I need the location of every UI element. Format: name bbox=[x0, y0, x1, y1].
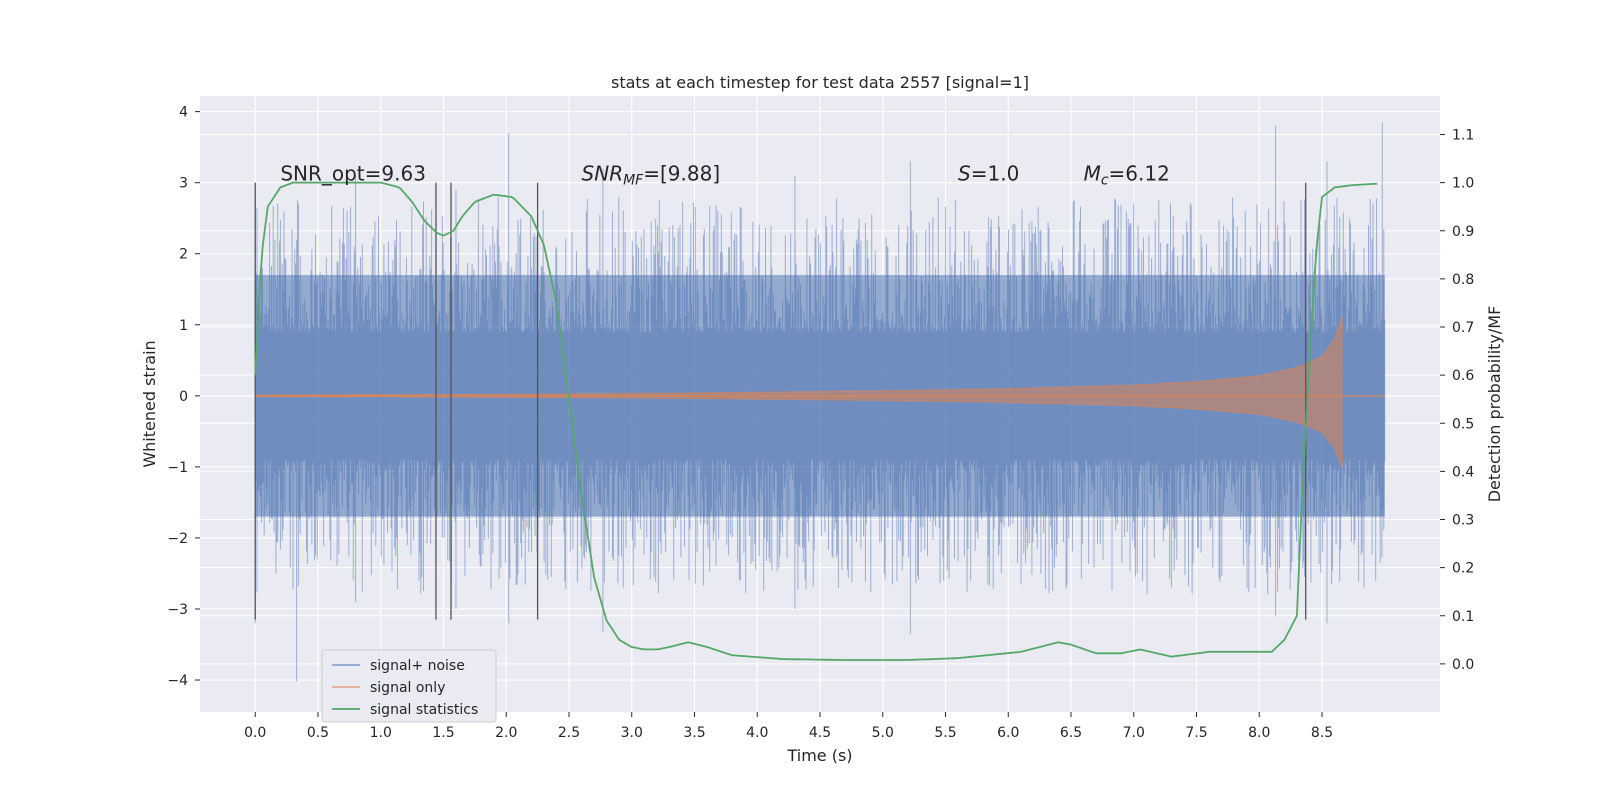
x-axis-ticks: 0.0 0.5 1.0 1.5 2.0 2.5 3.0 3.5 4.0 4.5 5.0 5.5 6.0 6… bbox=[244, 712, 1333, 741]
x-tick-label: 5.0 bbox=[872, 725, 894, 741]
y-tick-label: −3 bbox=[167, 602, 188, 618]
right-y-tick-label: 1.0 bbox=[1452, 176, 1474, 192]
x-tick-label: 6.0 bbox=[997, 725, 1019, 741]
x-tick-label: 8.5 bbox=[1311, 725, 1333, 741]
right-y-tick-label: 0.8 bbox=[1452, 272, 1474, 288]
right-y-tick-label: 0.5 bbox=[1452, 416, 1474, 432]
y-tick-label: 2 bbox=[179, 247, 188, 263]
y-tick-label: −2 bbox=[167, 531, 188, 547]
x-tick-label: 8.0 bbox=[1248, 725, 1270, 741]
x-tick-label: 1.5 bbox=[432, 725, 454, 741]
right-y-axis-ticks: 1.1 1.0 0.9 0.8 0.7 0.6 0.5 0.4 0.3 0.2 0.1 0.0 bbox=[1440, 128, 1474, 673]
right-y-tick-label: 0.2 bbox=[1452, 561, 1474, 577]
x-tick-label: 5.5 bbox=[934, 725, 956, 741]
annotation-snr-opt: SNR_opt=9.63 bbox=[280, 162, 426, 186]
right-y-tick-label: 0.9 bbox=[1452, 224, 1474, 240]
right-y-tick-label: 0.1 bbox=[1452, 609, 1474, 625]
series-signal-only bbox=[254, 317, 1385, 468]
x-axis-label: Time (s) bbox=[786, 746, 852, 765]
right-y-tick-label: 0.7 bbox=[1452, 320, 1474, 336]
y-axis-ticks: 4 3 2 1 0 −1 −2 −3 −4 bbox=[167, 105, 200, 689]
y-tick-label: −1 bbox=[167, 460, 188, 476]
x-tick-label: 7.0 bbox=[1123, 725, 1145, 741]
legend-label: signal statistics bbox=[370, 702, 478, 718]
x-tick-label: 6.5 bbox=[1060, 725, 1082, 741]
vertical-markers bbox=[254, 182, 1307, 620]
right-y-axis-label: Detection probability/MF bbox=[1485, 306, 1504, 503]
right-y-tick-label: 0.3 bbox=[1452, 513, 1474, 529]
y-axis-label: Whitened strain bbox=[140, 340, 159, 467]
right-y-tick-label: 1.1 bbox=[1452, 128, 1474, 144]
x-tick-label: 0.5 bbox=[307, 725, 329, 741]
x-tick-label: 7.5 bbox=[1185, 725, 1207, 741]
series-signal-statistics bbox=[254, 181, 1378, 661]
chart-title: stats at each timestep for test data 255… bbox=[611, 73, 1029, 92]
legend: signal+ noise signal only signal statistic… bbox=[321, 649, 497, 723]
x-tick-label: 0.0 bbox=[244, 725, 266, 741]
y-tick-label: 0 bbox=[179, 389, 188, 405]
right-y-tick-label: 0.4 bbox=[1452, 464, 1474, 480]
annotations: SNR_opt=9.63 SNRMF=[9.88] S=1.0 Mc=6.12 bbox=[280, 162, 1170, 189]
legend-label: signal+ noise bbox=[370, 658, 465, 674]
y-tick-label: 4 bbox=[179, 105, 188, 121]
x-tick-label: 4.0 bbox=[746, 725, 768, 741]
legend-label: signal only bbox=[370, 680, 445, 696]
annotation-chirp-mass: Mc=6.12 bbox=[1084, 162, 1170, 189]
x-tick-label: 4.5 bbox=[809, 725, 831, 741]
y-tick-label: −4 bbox=[167, 673, 188, 689]
annotation-s-value: S=1.0 bbox=[958, 162, 1019, 186]
y-tick-label: 3 bbox=[179, 176, 188, 192]
y-tick-label: 1 bbox=[179, 318, 188, 334]
x-tick-label: 3.5 bbox=[683, 725, 705, 741]
x-tick-label: 1.0 bbox=[370, 725, 392, 741]
chirp-envelope bbox=[254, 317, 1343, 468]
right-y-tick-label: 0.6 bbox=[1452, 368, 1474, 384]
x-tick-label: 3.0 bbox=[621, 725, 643, 741]
statistics-line bbox=[254, 181, 1378, 661]
x-tick-label: 2.5 bbox=[558, 725, 580, 741]
right-y-tick-label: 0.0 bbox=[1452, 657, 1474, 673]
x-tick-label: 2.0 bbox=[495, 725, 517, 741]
annotation-snr-mf: SNRMF=[9.88] bbox=[582, 162, 721, 189]
legend-frame bbox=[321, 649, 497, 723]
